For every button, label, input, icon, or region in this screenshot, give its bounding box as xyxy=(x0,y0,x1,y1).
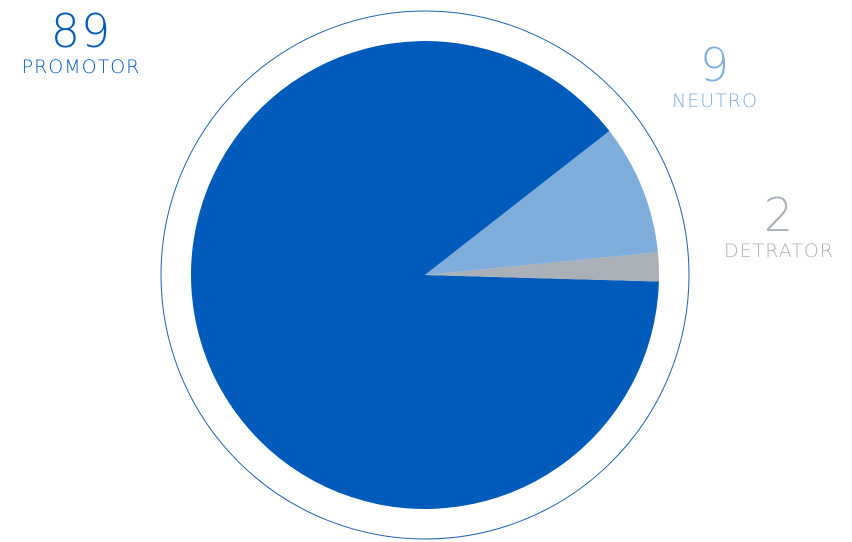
category-label-neutro: NEUTRO xyxy=(672,90,758,112)
category-label-detrator: DETRATOR xyxy=(724,240,834,262)
pie-slice-detrator xyxy=(425,252,660,282)
label-promotor: 89 PROMOTOR xyxy=(6,8,156,78)
pie-slice-promotor xyxy=(191,41,659,510)
label-neutro: 9 NEUTRO xyxy=(650,42,780,112)
label-detrator: 2 DETRATOR xyxy=(704,192,852,262)
pie-slice-neutro xyxy=(425,130,658,275)
value-label-promotor: 89 xyxy=(50,4,112,58)
category-label-promotor: PROMOTOR xyxy=(21,56,141,78)
value-label-neutro: 9 xyxy=(699,38,731,92)
pie-slices xyxy=(191,41,660,510)
value-label-detrator: 2 xyxy=(763,188,795,242)
outer-ring xyxy=(160,10,690,540)
